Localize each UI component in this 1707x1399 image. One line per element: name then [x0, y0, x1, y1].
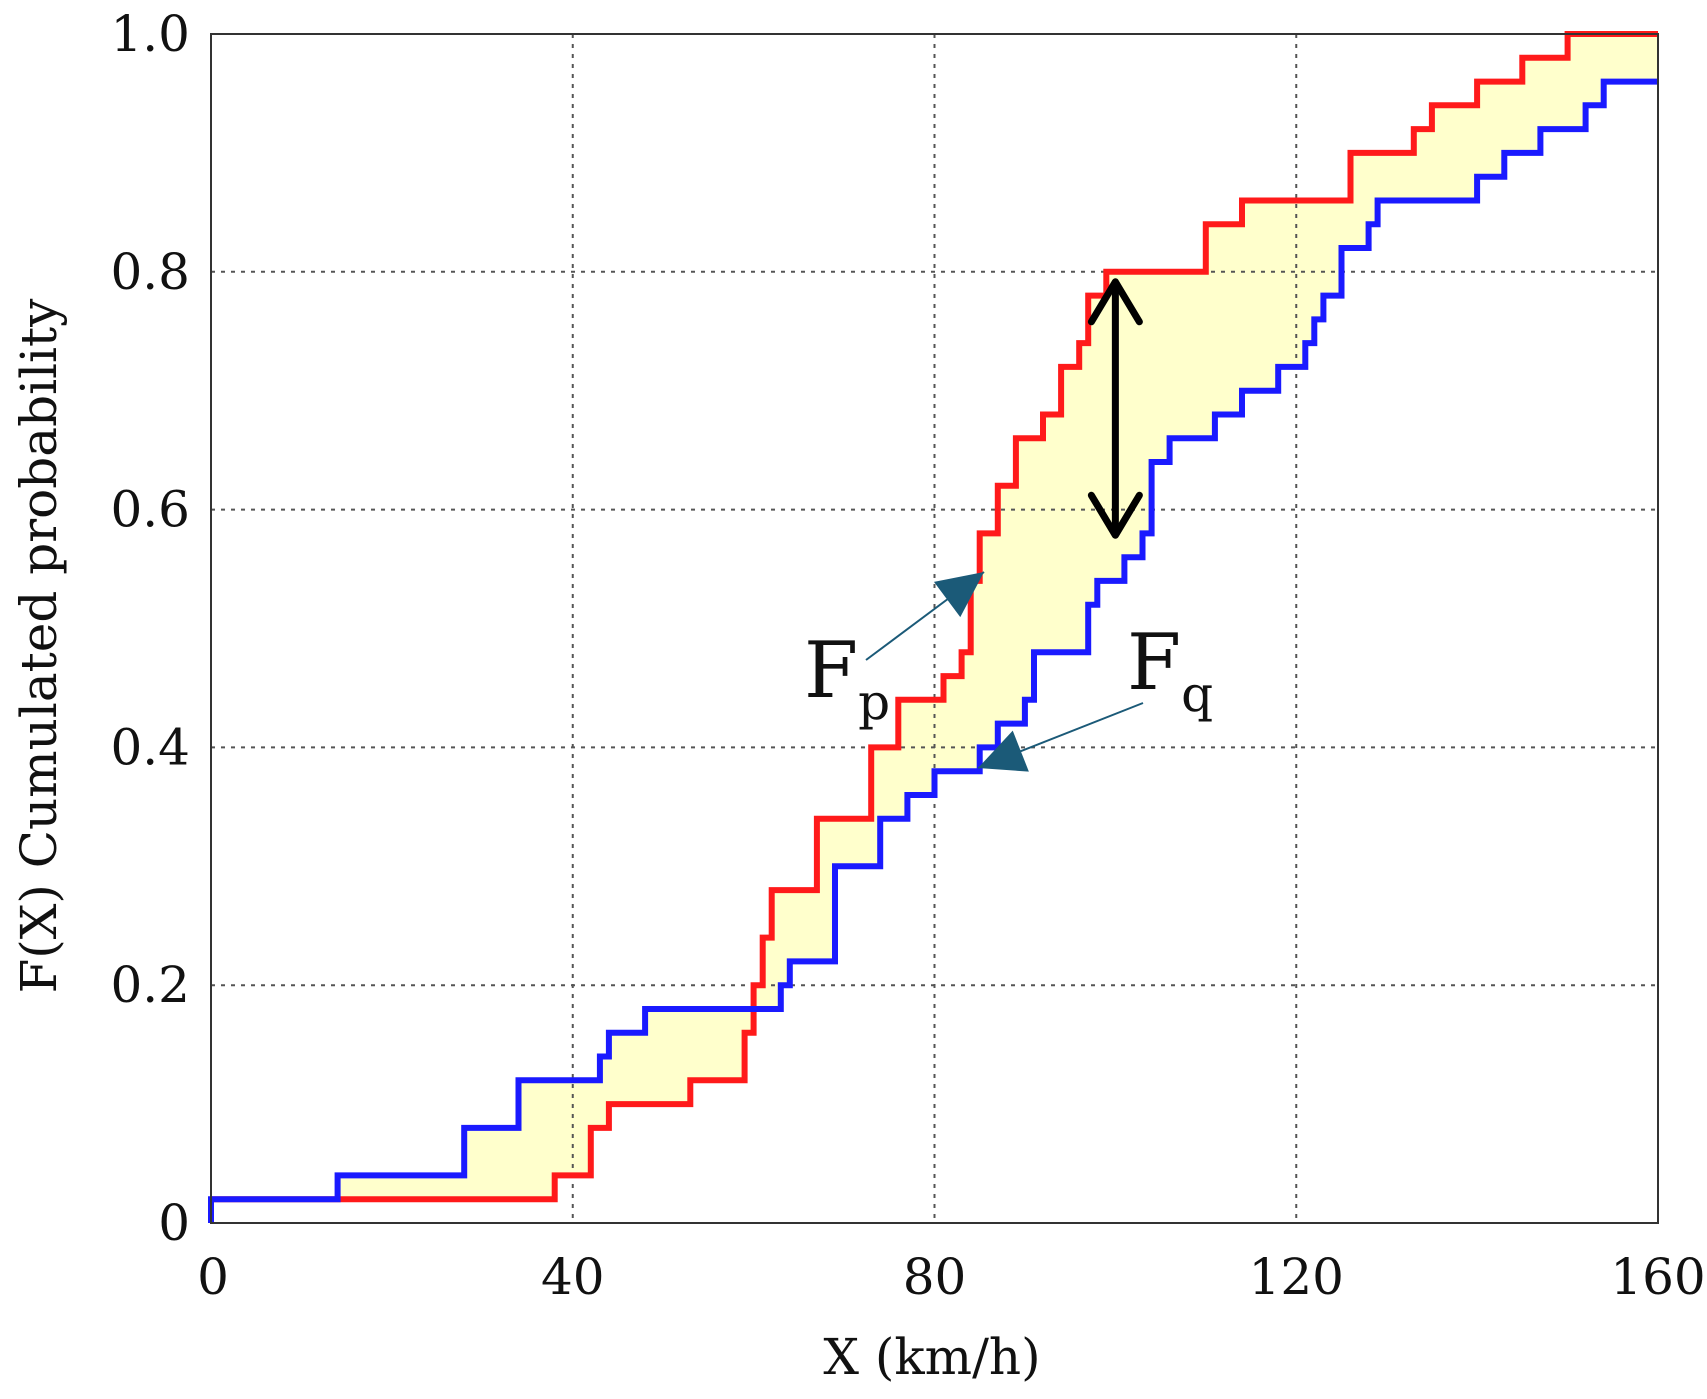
- fill-segment: [1033, 438, 1044, 653]
- fill-segment: [1431, 105, 1478, 201]
- fill-segment: [771, 890, 782, 1009]
- fill-segment: [997, 485, 1017, 724]
- fill-segment: [1368, 152, 1379, 225]
- double-arrow-head-top: [1087, 278, 1143, 326]
- series-fq-line: [208, 78, 1658, 1223]
- fill-segment: [1504, 81, 1523, 153]
- fill-segment: [1603, 34, 1659, 82]
- fill-segment: [1015, 438, 1026, 724]
- fill-segment: [464, 1127, 519, 1200]
- y-tick-label: 0.2: [110, 956, 190, 1014]
- fill-segment: [1314, 200, 1324, 320]
- fill-segment: [1350, 152, 1370, 249]
- fill-segment: [961, 652, 972, 772]
- fill-segment: [1151, 271, 1171, 463]
- double-arrow-head-bottom: [1087, 491, 1143, 539]
- fill-segment: [1205, 224, 1216, 439]
- fq-pointer-head: [978, 730, 1029, 772]
- fill-segment: [1142, 271, 1153, 534]
- fill-segment: [1024, 438, 1035, 700]
- series-lines: [208, 31, 1658, 1223]
- fill-segment: [590, 1080, 601, 1128]
- fill-segment: [816, 818, 836, 962]
- fill-segment: [690, 1008, 746, 1081]
- fill-segment: [1061, 366, 1080, 653]
- y-tick-label: 1.0: [110, 5, 190, 63]
- y-tick-label: 0: [158, 1194, 190, 1252]
- fill-segment: [871, 747, 881, 867]
- fill-segment: [880, 747, 899, 819]
- x-tick-label: 120: [1249, 1248, 1344, 1306]
- x-axis-label: X (km/h): [823, 1328, 1040, 1386]
- x-tick-label: 80: [903, 1248, 967, 1306]
- fq-label-main: F: [1127, 618, 1181, 708]
- fill-segment: [1323, 200, 1342, 296]
- fill-segment: [1088, 295, 1098, 605]
- fill-segment: [1305, 200, 1315, 344]
- fill-segment: [1477, 81, 1505, 177]
- fill-segment: [1377, 152, 1415, 201]
- fill-segment: [337, 1175, 465, 1200]
- fill-segment: [599, 1056, 610, 1128]
- fq-label-sub: q: [1181, 665, 1213, 723]
- fill-segment: [780, 890, 791, 986]
- fill-between-region: [337, 34, 1659, 1200]
- fill-segment: [1341, 200, 1352, 249]
- fill-segment: [1585, 34, 1605, 106]
- fill-segment: [789, 890, 818, 962]
- plot-frame: [210, 33, 1659, 1224]
- fill-segment: [762, 937, 773, 1009]
- x-tick-label: 160: [1610, 1248, 1705, 1306]
- y-tick-label: 0.4: [110, 718, 190, 776]
- fill-segment: [970, 580, 981, 772]
- fill-segment: [898, 699, 908, 819]
- fill-segment: [1043, 414, 1062, 653]
- fill-segment: [1522, 57, 1541, 153]
- fill-segment: [1097, 295, 1107, 581]
- fp-pointer-head: [933, 572, 984, 618]
- fill-segment: [518, 1080, 556, 1200]
- fill-segment: [753, 985, 764, 1009]
- fill-segment: [1214, 224, 1243, 415]
- fill-segment: [645, 1008, 691, 1105]
- fq-label: Fq: [1127, 618, 1213, 723]
- fill-segment: [1540, 57, 1569, 130]
- fp-label-main: F: [804, 626, 858, 716]
- tick-labels: 0 40 80 120 160 0 0.2 0.4 0.6 0.8 1.0: [110, 5, 1705, 1306]
- fill-segment: [1413, 129, 1433, 201]
- fill-segment: [744, 1008, 755, 1033]
- fill-segment: [1567, 34, 1587, 130]
- fill-segment: [979, 533, 999, 748]
- fill-segment: [1241, 200, 1279, 391]
- y-tick-label: 0.8: [110, 243, 190, 301]
- fill-segment: [1124, 271, 1144, 558]
- fp-label: Fp: [804, 626, 890, 731]
- fp-label-sub: p: [858, 673, 890, 731]
- y-axis-label: F(X) Cumulated probability: [10, 298, 68, 994]
- x-tick-label: 0: [197, 1248, 229, 1306]
- annotations: [865, 278, 1144, 772]
- x-tick-label: 40: [541, 1248, 605, 1306]
- fill-segment: [1169, 271, 1207, 439]
- fill-segment: [1278, 200, 1306, 367]
- fill-segment: [934, 699, 945, 772]
- y-tick-label: 0.6: [110, 481, 190, 539]
- series-fp-line: [211, 31, 1658, 1203]
- fill-segment: [608, 1032, 646, 1105]
- fill-segment: [943, 676, 963, 772]
- fill-segment: [835, 818, 872, 867]
- fill-segment: [1079, 343, 1089, 653]
- grid: [211, 34, 1658, 1223]
